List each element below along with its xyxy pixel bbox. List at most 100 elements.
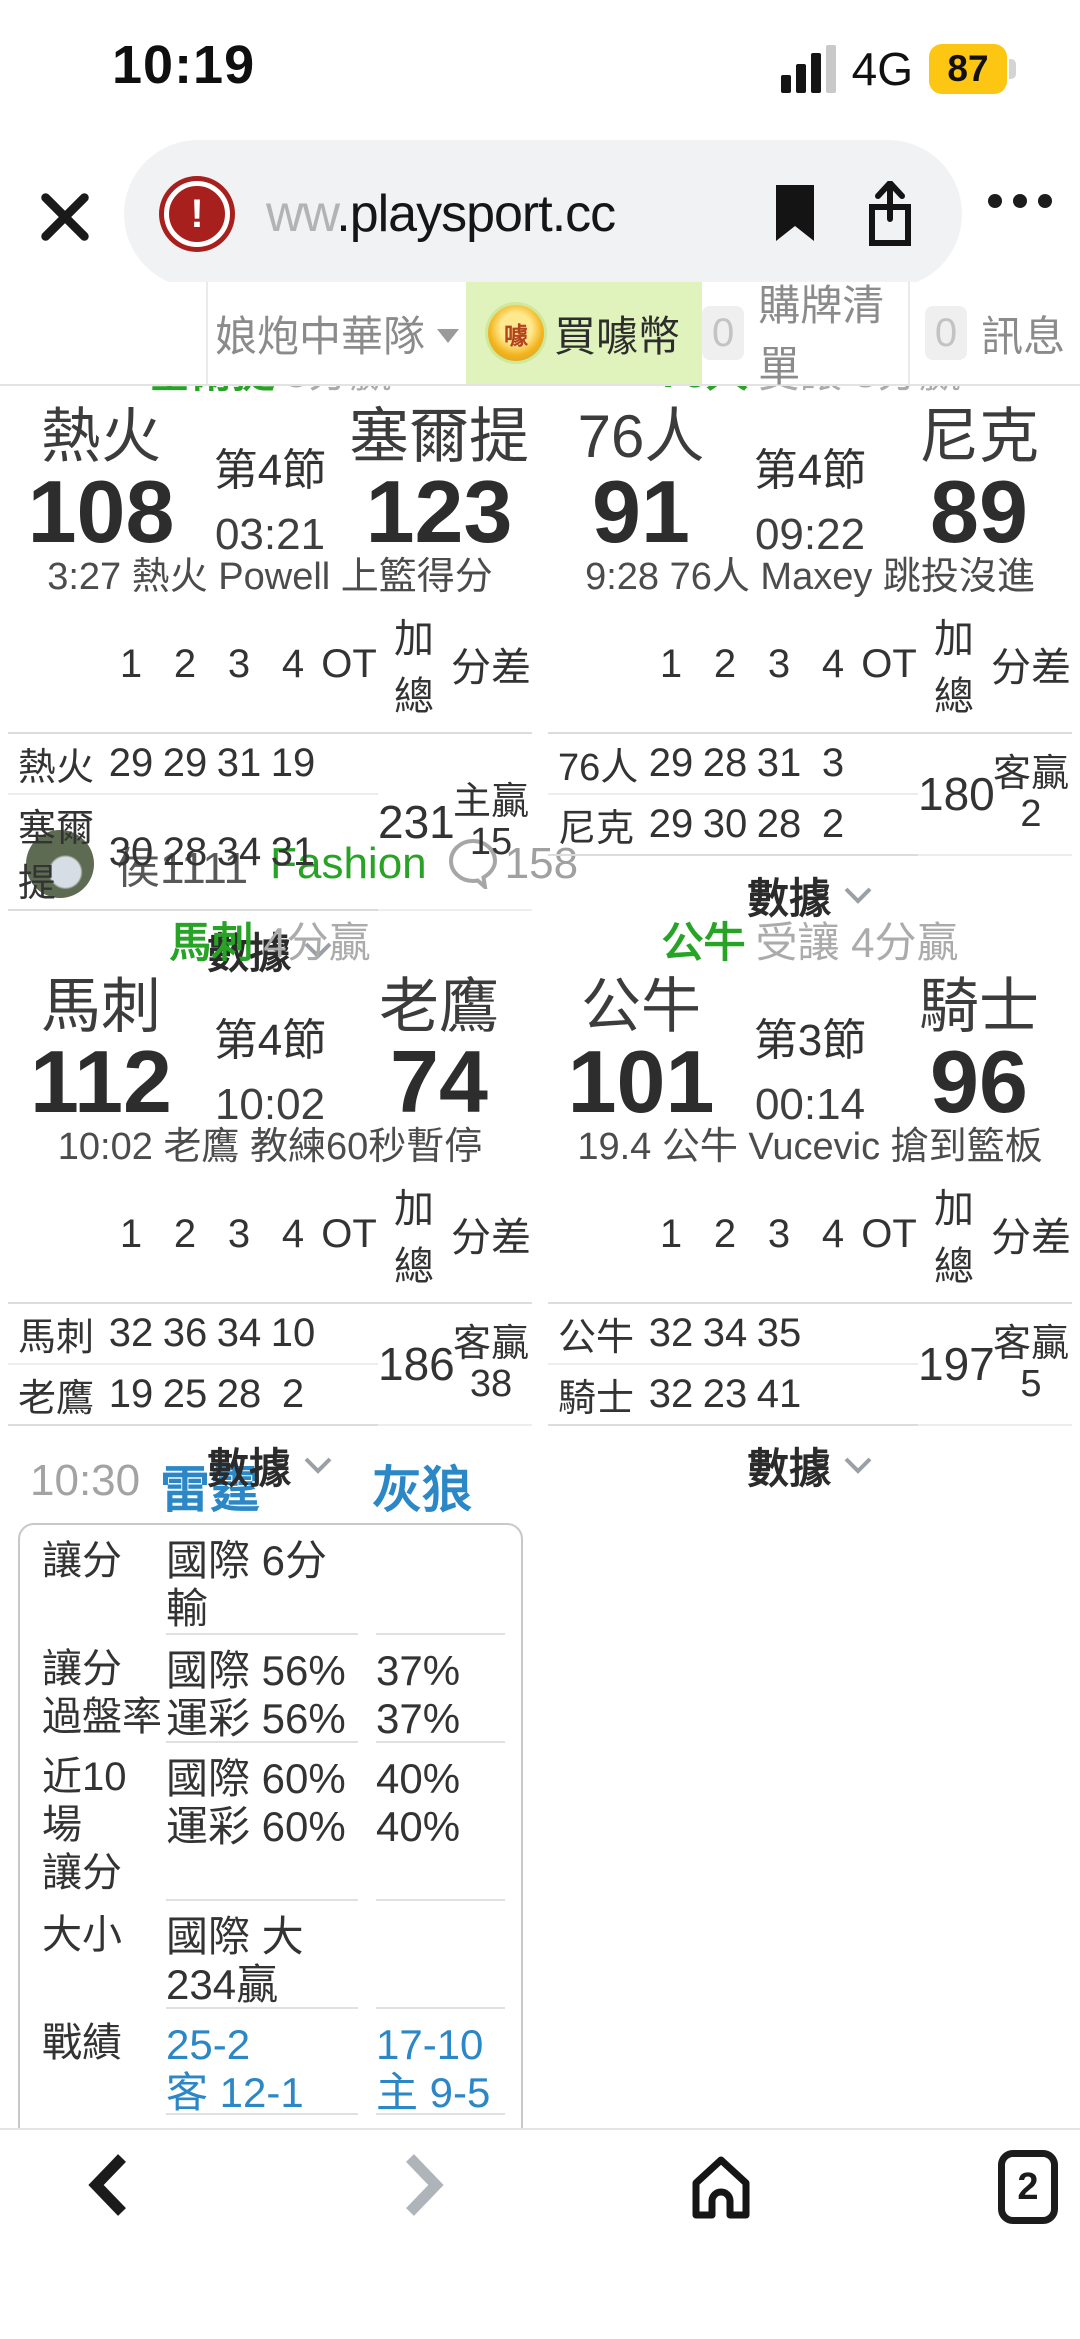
betting-row-over-under: 大小 國際 大234贏 運彩 232.5 — [20, 1899, 521, 2007]
table-row: 塞爾提 30 28 34 31 — [8, 794, 532, 911]
share-icon[interactable] — [862, 181, 918, 247]
home-team-name[interactable]: 騎士 — [919, 973, 1039, 1040]
game-period: 第4節 — [753, 446, 867, 495]
signal-strength-icon — [780, 45, 836, 93]
game-card-heat-celtics: 塞爾提8分贏 熱火 108 第4節 03:21 塞爾提 123 3:27 熱火 … — [0, 350, 540, 977]
browser-bottom-toolbar: 2 — [0, 2128, 1080, 2339]
table-row: 尼克 29 30 28 2 — [548, 794, 1072, 856]
betting-row-spread: 讓分 國際 6分輸 運彩 -6.5 — [42, 1537, 328, 1632]
coin-icon: 噱 — [487, 305, 544, 361]
messages-button[interactable]: 0 訊息 — [910, 282, 1080, 384]
forward-icon[interactable] — [388, 2152, 454, 2218]
record-away-link[interactable]: 25-2 — [166, 2021, 251, 2068]
total-points: 231 — [378, 733, 455, 911]
table-row: 馬刺 32 36 34 10 186 客贏 38 — [8, 1303, 532, 1426]
chevron-down-icon — [304, 942, 332, 959]
away-team-score: 91 — [592, 462, 690, 561]
quarters-header-row: 1 2 3 4 OT 加總 分差 — [8, 1176, 532, 1304]
games-row-1: 塞爾提8分贏 熱火 108 第4節 03:21 塞爾提 123 3:27 熱火 … — [0, 350, 1080, 977]
bookmark-icon[interactable] — [772, 183, 818, 245]
point-diff: 客贏 5 — [990, 1303, 1072, 1426]
table-row: 騎士 32 23 41 — [548, 1364, 1072, 1426]
game-clock: 10:02 — [214, 1080, 326, 1129]
home-icon[interactable] — [688, 2152, 754, 2224]
table-row: 公牛 32 34 35 197 客贏 5 — [548, 1303, 1072, 1426]
buy-coin-button[interactable]: 噱 買噱幣 — [466, 282, 702, 384]
game-clock: 09:22 — [754, 510, 866, 559]
record-away-link[interactable]: 客 12-1 — [166, 2069, 304, 2113]
play-by-play-caption: 3:27 熱火 Powell 上籃得分 — [47, 556, 493, 598]
chevron-down-icon — [304, 1457, 332, 1474]
team-menu-button[interactable]: 娘炮中華隊 — [208, 282, 466, 384]
chevron-down-icon — [437, 329, 459, 343]
betting-row-cover-rate: 讓分 過盤率 國際 56% 運彩 56% 37% 37% — [20, 1633, 521, 1741]
betting-stats-table: 讓分 國際 6分輸 運彩 -6.5 讓分 過盤率 國際 56% 運彩 56% 3… — [18, 1523, 523, 2217]
away-team-name[interactable]: 公牛 — [581, 973, 701, 1040]
upcoming-game-row: 10:30 雷霆 灰狼 — [0, 1448, 1080, 1518]
away-team-name[interactable]: 馬刺 — [41, 973, 161, 1040]
chevron-down-icon — [844, 887, 872, 904]
table-row: 76人 29 28 31 3 180 客贏 2 — [548, 733, 1072, 856]
record-home-link[interactable]: 主 9-5 — [376, 2069, 491, 2113]
message-count-badge: 0 — [924, 306, 968, 360]
home-team-score: 123 — [365, 462, 513, 561]
game-clock: 00:14 — [754, 1080, 866, 1129]
quarters-header-row: 1 2 3 4 OT 加總 分差 — [8, 606, 532, 734]
away-team-score: 101 — [567, 1032, 715, 1131]
clock-time: 10:19 — [112, 35, 256, 95]
home-team-name[interactable]: 塞爾提 — [349, 403, 529, 470]
data-expand-link[interactable]: 數據 — [540, 872, 1080, 922]
battery-icon: 87 — [929, 44, 1016, 94]
table-row: 熱火 29 29 31 19 231 主贏 15 — [8, 733, 532, 911]
nav-empty-cell — [0, 282, 208, 384]
score-row: 公牛 101 第3節 00:14 騎士 96 — [540, 973, 1080, 1131]
quarters-header-row: 1 2 3 4 OT 加總 分差 — [548, 606, 1072, 734]
point-diff: 客贏 38 — [450, 1303, 532, 1426]
prediction-line: 公牛 受讓 4分贏 — [661, 919, 959, 966]
away-team-name[interactable]: 76人 — [577, 403, 705, 470]
quarters-table: 1 2 3 4 OT 加總 分差 76人 29 28 31 3 180 客贏 2 — [548, 606, 1072, 856]
games-row-2: 馬刺 4分贏 馬刺 112 第4節 10:02 老鷹 74 10:02 老鷹 教練… — [0, 919, 1080, 1492]
status-bar: 10:19 4G 87 — [0, 0, 1080, 112]
total-points: 197 — [918, 1303, 995, 1426]
score-row: 馬刺 112 第4節 10:02 老鷹 74 — [0, 973, 540, 1131]
data-expand-link[interactable]: 數據 — [0, 1442, 540, 1492]
browser-menu-icon[interactable] — [988, 194, 1052, 208]
play-by-play-caption: 10:02 老鷹 教練60秒暫停 — [57, 1126, 483, 1168]
home-team-link[interactable]: 灰狼 — [372, 1462, 472, 1518]
point-diff: 主贏 15 — [450, 733, 532, 911]
score-row: 熱火 108 第4節 03:21 塞爾提 123 — [0, 403, 540, 561]
url-bar[interactable]: ! ww.playsport.cc — [124, 140, 962, 288]
quarters-table: 1 2 3 4 OT 加總 分差 熱火 29 29 31 19 231 主贏 1… — [8, 606, 532, 911]
close-icon[interactable] — [34, 186, 96, 248]
play-by-play-caption: 19.4 公牛 Vucevic 搶到籃板 — [577, 1126, 1043, 1168]
away-team-name[interactable]: 熱火 — [41, 403, 161, 470]
tab-count: 2 — [1017, 2165, 1039, 2208]
back-icon[interactable] — [78, 2152, 144, 2218]
browser-toolbar: ! ww.playsport.cc — [0, 112, 1080, 288]
home-team-score: 89 — [930, 462, 1028, 561]
quarters-header-row: 1 2 3 4 OT 加總 分差 — [548, 1176, 1072, 1304]
home-team-score: 96 — [930, 1032, 1028, 1131]
cart-count-badge: 0 — [702, 306, 745, 360]
cart-button[interactable]: 0 購牌清單 — [702, 282, 910, 390]
url-text: ww.playsport.cc — [266, 185, 616, 243]
game-card-spurs-hawks: 馬刺 4分贏 馬刺 112 第4節 10:02 老鷹 74 10:02 老鷹 教練… — [0, 919, 540, 1492]
away-team-link[interactable]: 雷霆 — [160, 1462, 260, 1518]
betting-row-last10-cover-rate: 近10場 讓分 過盤率 國際 60% 運彩 60% 40% 40% — [20, 1741, 521, 1899]
record-home-link[interactable]: 17-10 — [376, 2021, 484, 2068]
home-team-name[interactable]: 老鷹 — [379, 973, 499, 1040]
data-expand-link[interactable]: 數據 — [0, 927, 540, 977]
play-by-play-caption: 9:28 76人 Maxey 跳投沒進 — [585, 556, 1035, 598]
prediction-line: 馬刺 4分贏 — [169, 919, 371, 966]
site-nav: 娘炮中華隊 噱 買噱幣 0 購牌清單 0 訊息 — [0, 282, 1080, 390]
total-points: 186 — [378, 1303, 455, 1426]
total-points: 180 — [918, 733, 995, 856]
away-team-score: 112 — [30, 1032, 172, 1131]
score-row: 76人 91 第4節 09:22 尼克 89 — [540, 403, 1080, 561]
ssl-warning-icon: ! — [164, 181, 230, 247]
home-team-name[interactable]: 尼克 — [919, 403, 1039, 470]
data-expand-link[interactable]: 數據 — [540, 1442, 1080, 1492]
tabs-button[interactable]: 2 — [998, 2150, 1058, 2224]
game-period: 第3節 — [753, 1016, 867, 1065]
